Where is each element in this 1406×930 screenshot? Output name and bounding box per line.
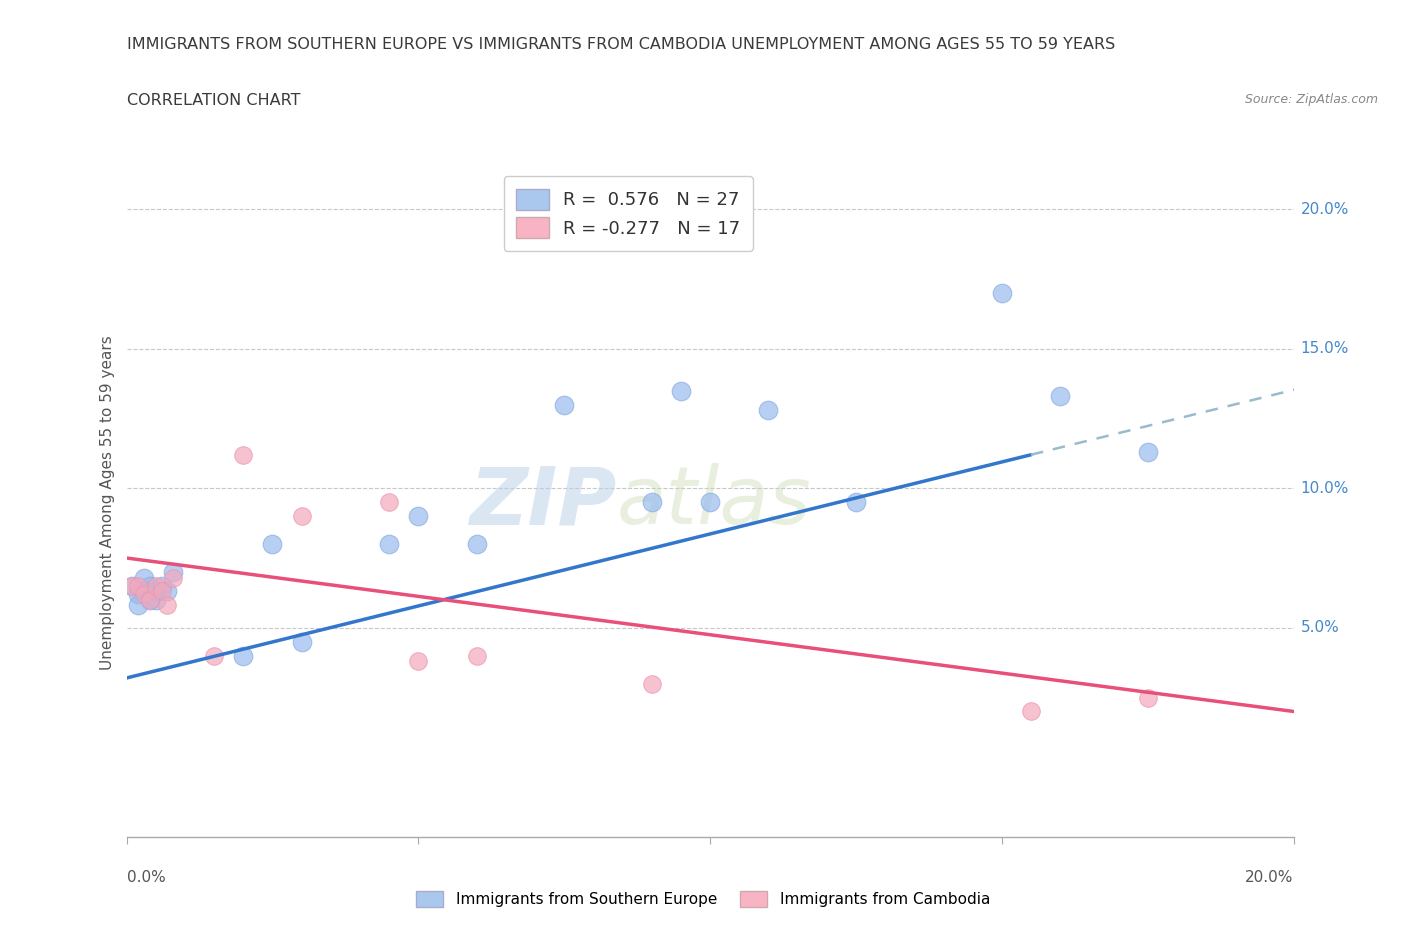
Point (378, 495, 401, 510)
Text: CORRELATION CHART: CORRELATION CHART (127, 93, 299, 108)
Text: 0.0%: 0.0% (127, 870, 166, 884)
Point (845, 495, 868, 510)
Point (1136, 690, 1159, 705)
Point (553, 397, 575, 412)
Point (132, 584, 155, 599)
Point (132, 570, 155, 585)
Y-axis label: Unemployment Among Ages 55 to 59 years: Unemployment Among Ages 55 to 59 years (100, 335, 115, 670)
Point (127, 578, 149, 593)
Point (145, 578, 167, 593)
Point (139, 592, 162, 607)
Point (121, 578, 143, 593)
Point (202, 648, 225, 663)
Text: 15.0%: 15.0% (1301, 341, 1348, 356)
Point (290, 634, 312, 649)
Point (1019, 704, 1042, 719)
Point (139, 592, 162, 607)
Point (121, 578, 143, 593)
Point (640, 676, 664, 691)
Point (145, 584, 167, 599)
Point (1049, 389, 1071, 404)
Point (669, 383, 692, 398)
Point (139, 578, 162, 593)
Text: 20.0%: 20.0% (1246, 870, 1294, 884)
Point (699, 495, 721, 510)
Point (408, 509, 430, 524)
Point (127, 598, 149, 613)
Point (465, 537, 488, 551)
Text: IMMIGRANTS FROM SOUTHERN EUROPE VS IMMIGRANTS FROM CAMBODIA UNEMPLOYMENT AMONG A: IMMIGRANTS FROM SOUTHERN EUROPE VS IMMIG… (127, 37, 1115, 52)
Point (262, 537, 284, 551)
Point (990, 286, 1012, 300)
Text: Source: ZipAtlas.com: Source: ZipAtlas.com (1244, 93, 1378, 106)
Point (756, 403, 779, 418)
Legend: R =  0.576   N = 27, R = -0.277   N = 17: R = 0.576 N = 27, R = -0.277 N = 17 (503, 177, 754, 251)
Text: 20.0%: 20.0% (1301, 202, 1348, 217)
Text: 10.0%: 10.0% (1301, 481, 1348, 496)
Text: ZIP: ZIP (470, 463, 617, 541)
Point (232, 447, 254, 462)
Point (1136, 445, 1159, 459)
Point (162, 565, 184, 579)
Point (156, 584, 179, 599)
Point (378, 537, 401, 551)
Point (465, 648, 488, 663)
Point (640, 495, 664, 510)
Point (127, 587, 149, 602)
Point (162, 570, 184, 585)
Point (150, 578, 173, 593)
Text: 5.0%: 5.0% (1301, 620, 1340, 635)
Text: atlas: atlas (617, 463, 811, 541)
Point (290, 509, 312, 524)
Point (232, 648, 254, 663)
Legend: Immigrants from Southern Europe, Immigrants from Cambodia: Immigrants from Southern Europe, Immigra… (409, 884, 997, 913)
Point (408, 654, 430, 669)
Point (132, 587, 155, 602)
Point (156, 598, 179, 613)
Point (150, 584, 173, 599)
Point (145, 592, 167, 607)
